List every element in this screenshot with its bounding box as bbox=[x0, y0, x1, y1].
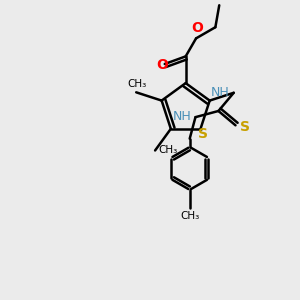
Text: S: S bbox=[198, 127, 208, 141]
Text: CH₃: CH₃ bbox=[127, 79, 146, 89]
Text: S: S bbox=[240, 120, 250, 134]
Text: O: O bbox=[156, 58, 168, 73]
Text: CH₃: CH₃ bbox=[159, 146, 178, 155]
Text: O: O bbox=[192, 21, 203, 35]
Text: NH: NH bbox=[211, 86, 229, 99]
Text: CH₃: CH₃ bbox=[180, 211, 199, 221]
Text: NH: NH bbox=[173, 110, 192, 123]
